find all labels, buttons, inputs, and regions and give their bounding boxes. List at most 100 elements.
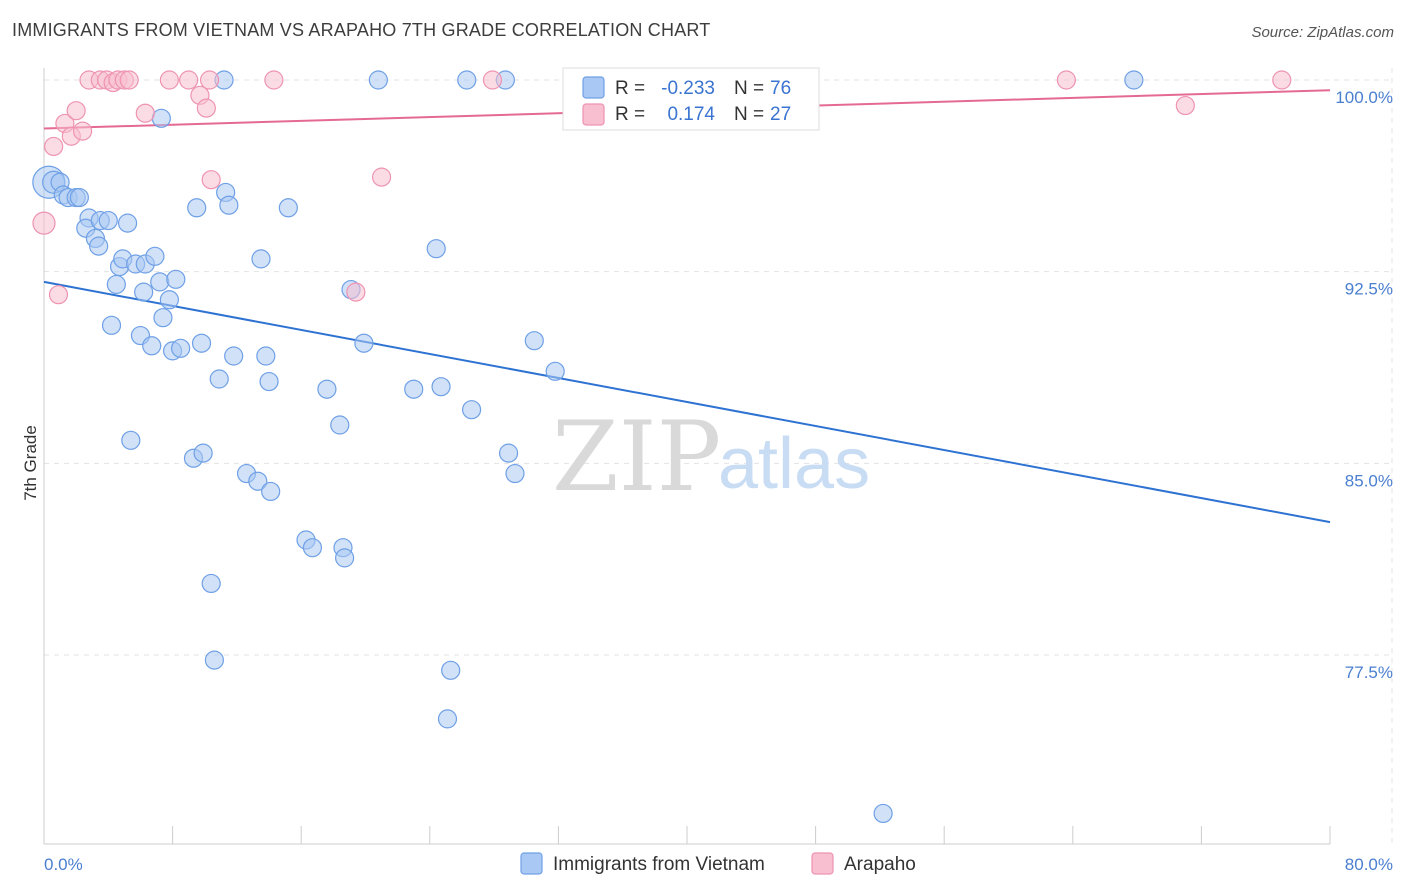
legend-r-label-vietnam: R = xyxy=(615,78,645,99)
source-label: Source: ZipAtlas.com xyxy=(1251,24,1394,41)
point-vietnam-20 xyxy=(134,282,154,302)
y-tick-label-0: 77.5% xyxy=(1345,663,1393,682)
point-vietnam-25 xyxy=(101,315,122,335)
series-legend-swatch-arapaho xyxy=(811,852,834,875)
point-arapaho-1 xyxy=(44,136,64,157)
point-vietnam-48 xyxy=(354,333,374,353)
legend-r-value-vietnam: -0.233 xyxy=(661,78,715,99)
x-tick-label-1: 80.0% xyxy=(1345,855,1393,874)
point-vietnam-52 xyxy=(404,379,424,399)
point-arapaho-13 xyxy=(119,70,139,90)
point-arapaho-2 xyxy=(48,285,69,305)
point-vietnam-70 xyxy=(441,660,461,680)
y-tick-label-1: 85.0% xyxy=(1345,471,1393,490)
point-arapaho-27 xyxy=(1272,70,1292,90)
point-arapaho-0 xyxy=(32,211,56,235)
point-arapaho-21 xyxy=(264,70,284,90)
point-vietnam-53 xyxy=(431,377,451,397)
point-vietnam-37 xyxy=(368,70,388,90)
legend-n-value-vietnam: 76 xyxy=(770,78,791,99)
point-arapaho-25 xyxy=(1056,70,1076,90)
point-vietnam-22 xyxy=(166,269,186,289)
point-vietnam-18 xyxy=(145,246,165,266)
watermark-zip: ZIP xyxy=(552,401,721,513)
point-vietnam-67 xyxy=(335,548,355,568)
point-vietnam-10 xyxy=(98,210,118,231)
y-axis-label: 7th Grade xyxy=(21,425,40,501)
point-vietnam-71 xyxy=(437,709,458,729)
point-arapaho-5 xyxy=(66,101,86,121)
point-vietnam-65 xyxy=(302,538,323,558)
point-arapaho-19 xyxy=(199,70,220,90)
point-vietnam-55 xyxy=(330,415,350,435)
point-vietnam-41 xyxy=(187,198,207,218)
series-legend-label-vietnam: Immigrants from Vietnam xyxy=(553,854,765,875)
point-vietnam-63 xyxy=(505,463,525,484)
point-vietnam-29 xyxy=(171,338,191,358)
y-tick-label-3: 100.0% xyxy=(1335,88,1393,107)
legend-box xyxy=(562,67,820,131)
series-legend: Immigrants from Vietnam Arapaho xyxy=(520,852,916,875)
point-vietnam-54 xyxy=(461,400,482,420)
point-arapaho-23 xyxy=(371,167,392,187)
trend-line-vietnam xyxy=(43,280,1331,524)
point-arapaho-20 xyxy=(201,170,221,190)
point-vietnam-35 xyxy=(151,108,171,128)
point-arapaho-18 xyxy=(196,98,216,118)
point-vietnam-46 xyxy=(426,239,446,259)
series-legend-swatch-vietnam xyxy=(520,852,543,875)
point-vietnam-43 xyxy=(219,195,239,215)
point-vietnam-50 xyxy=(545,361,565,381)
point-arapaho-24 xyxy=(482,70,503,90)
point-vietnam-11 xyxy=(117,213,138,233)
point-vietnam-62 xyxy=(498,443,519,463)
point-vietnam-44 xyxy=(278,198,298,218)
x-tick-label-0: 0.0% xyxy=(44,855,83,874)
legend-n-label-arapaho: N = xyxy=(734,104,764,125)
point-vietnam-31 xyxy=(224,346,244,366)
point-vietnam-33 xyxy=(209,369,229,389)
point-vietnam-51 xyxy=(317,379,337,399)
point-vietnam-72 xyxy=(873,803,893,824)
chart-title: IMMIGRANTS FROM VIETNAM VS ARAPAHO 7TH G… xyxy=(12,20,711,40)
legend-r-value-arapaho: 0.174 xyxy=(667,104,715,125)
x-tick-labels: 0.0% 80.0% xyxy=(44,855,1393,874)
point-vietnam-13 xyxy=(89,236,109,256)
point-vietnam-32 xyxy=(256,346,276,366)
correlation-legend: R = -0.233 N = 76 R = 0.174 N = 27 xyxy=(562,67,820,131)
legend-swatch-vietnam xyxy=(582,76,605,99)
point-vietnam-38 xyxy=(457,70,477,90)
point-vietnam-69 xyxy=(204,650,224,670)
point-arapaho-15 xyxy=(159,70,179,90)
point-vietnam-45 xyxy=(251,249,271,269)
watermark: ZIP atlas xyxy=(552,401,870,513)
point-vietnam-27 xyxy=(142,336,162,356)
y-tick-label-2: 92.5% xyxy=(1345,280,1393,299)
point-vietnam-68 xyxy=(201,573,221,594)
point-arapaho-22 xyxy=(346,282,366,302)
point-vietnam-56 xyxy=(121,430,141,450)
watermark-atlas: atlas xyxy=(718,424,870,504)
y-tick-labels: 77.5% 85.0% 92.5% 100.0% xyxy=(1335,88,1393,682)
point-vietnam-34 xyxy=(259,371,279,392)
point-vietnam-60 xyxy=(248,471,268,491)
point-vietnam-40 xyxy=(1124,70,1144,90)
legend-n-value-arapaho: 27 xyxy=(770,104,791,125)
point-vietnam-19 xyxy=(106,274,126,295)
point-arapaho-14 xyxy=(135,103,155,123)
legend-n-label-vietnam: N = xyxy=(734,78,764,99)
series-legend-label-arapaho: Arapaho xyxy=(844,854,916,875)
point-arapaho-6 xyxy=(72,121,93,141)
point-arapaho-26 xyxy=(1175,95,1195,116)
point-vietnam-58 xyxy=(193,443,213,463)
point-vietnam-21 xyxy=(150,272,170,292)
point-vietnam-6 xyxy=(69,187,89,208)
legend-r-label-arapaho: R = xyxy=(615,104,645,125)
point-vietnam-30 xyxy=(191,333,212,353)
legend-swatch-arapaho xyxy=(582,103,605,126)
data-points xyxy=(32,70,1292,824)
point-vietnam-23 xyxy=(159,290,179,310)
point-vietnam-61 xyxy=(261,481,281,502)
point-vietnam-49 xyxy=(524,331,544,351)
point-vietnam-24 xyxy=(153,308,173,328)
